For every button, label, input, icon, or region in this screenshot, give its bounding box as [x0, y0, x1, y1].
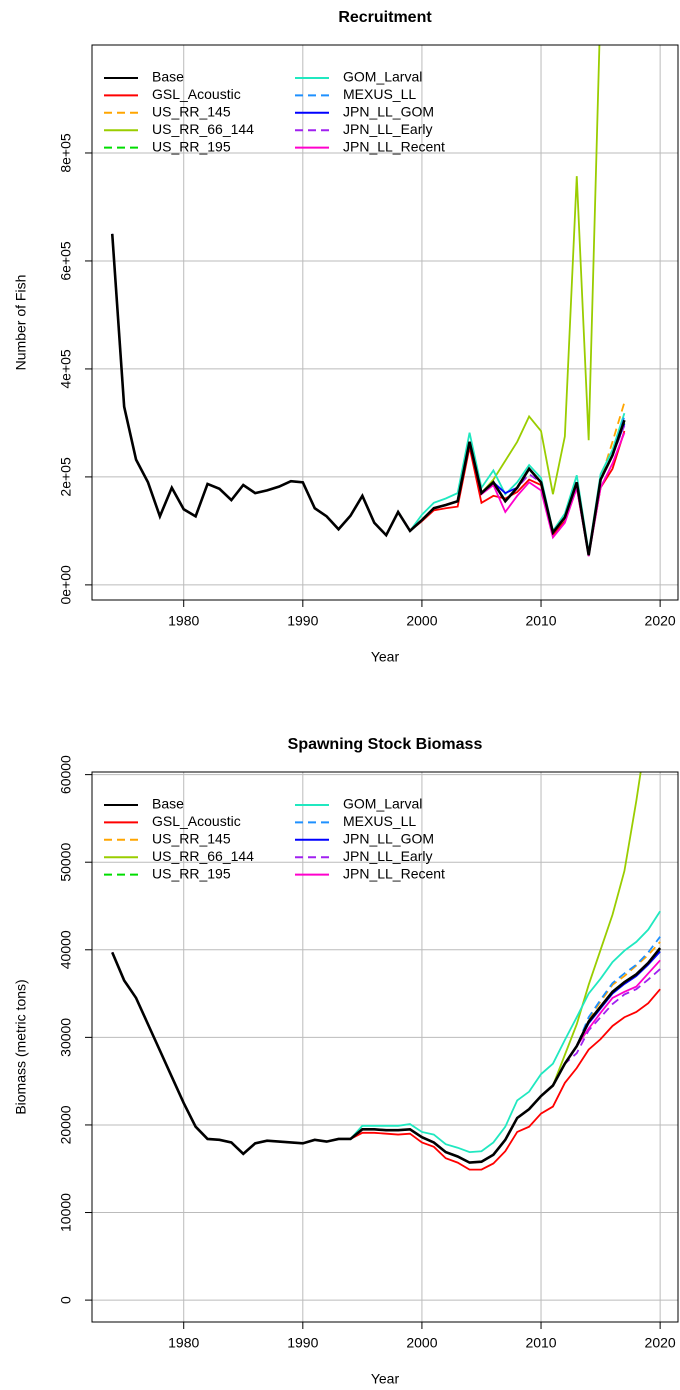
chart-title: Spawning Stock Biomass — [288, 736, 483, 753]
legend-label: Base — [152, 69, 184, 85]
legend-label: MEXUS_LL — [343, 813, 416, 829]
x-tick-label: 2010 — [525, 1335, 556, 1351]
x-tick-label: 1990 — [287, 1335, 318, 1351]
legend-label: US_RR_195 — [152, 865, 231, 881]
legend-label: GOM_Larval — [343, 69, 422, 85]
chart-title: Recruitment — [338, 9, 432, 26]
y-tick-label: 4e+05 — [58, 349, 74, 389]
legend-label: MEXUS_LL — [343, 86, 416, 102]
legend-label: Base — [152, 796, 184, 812]
x-tick-label: 1980 — [168, 1335, 199, 1351]
x-tick-label: 1980 — [168, 613, 199, 629]
series-line — [111, 952, 661, 1171]
legend-label: GSL_Acoustic — [152, 86, 241, 102]
legend-label: JPN_LL_Recent — [343, 138, 445, 154]
legend-label: JPN_LL_GOM — [343, 831, 434, 847]
series-line — [111, 952, 661, 1164]
y-tick-label: 60000 — [58, 755, 74, 794]
y-tick-label: 40000 — [58, 930, 74, 969]
x-tick-label: 2000 — [406, 1335, 437, 1351]
y-tick-label: 50000 — [58, 843, 74, 882]
y-tick-label: 10000 — [58, 1193, 74, 1232]
legend-label: US_RR_66_144 — [152, 121, 254, 137]
y-tick-label: 8e+05 — [58, 133, 74, 173]
x-tick-label: 2020 — [645, 1335, 676, 1351]
y-tick-label: 20000 — [58, 1105, 74, 1144]
y-tick-label: 0e+00 — [58, 565, 74, 605]
x-axis-label: Year — [371, 649, 400, 665]
x-tick-label: 2000 — [406, 613, 437, 629]
y-tick-label: 6e+05 — [58, 241, 74, 281]
plot-frame — [91, 44, 679, 601]
series-line — [111, 910, 661, 1156]
legend-label: JPN_LL_Early — [343, 121, 433, 137]
series-line — [111, 947, 662, 1164]
plot-frame — [91, 771, 679, 1323]
x-tick-label: 2010 — [525, 613, 556, 629]
legend-label: US_RR_145 — [152, 831, 231, 847]
x-axis-label: Year — [371, 1371, 400, 1385]
y-axis-label: Number of Fish — [13, 275, 29, 371]
legend-label: US_RR_145 — [152, 104, 231, 120]
x-tick-label: 1990 — [287, 613, 318, 629]
series-line — [110, 233, 626, 556]
legend-label: JPN_LL_Recent — [343, 865, 445, 881]
legend-label: JPN_LL_GOM — [343, 104, 434, 120]
plot-area — [111, 772, 662, 1171]
legend-label: US_RR_195 — [152, 138, 231, 154]
series-line — [111, 772, 642, 1164]
y-axis-label: Biomass (metric tons) — [13, 979, 29, 1114]
y-tick-label: 30000 — [58, 1018, 74, 1057]
y-tick-label: 0 — [58, 1296, 74, 1304]
series-line — [111, 936, 661, 1164]
plot-area — [110, 45, 626, 557]
legend-label: JPN_LL_Early — [343, 848, 433, 864]
legend-label: GSL_Acoustic — [152, 813, 241, 829]
legend-label: GOM_Larval — [343, 796, 422, 812]
y-tick-label: 2e+05 — [58, 457, 74, 497]
x-tick-label: 2020 — [645, 613, 676, 629]
legend-label: US_RR_66_144 — [152, 848, 254, 864]
